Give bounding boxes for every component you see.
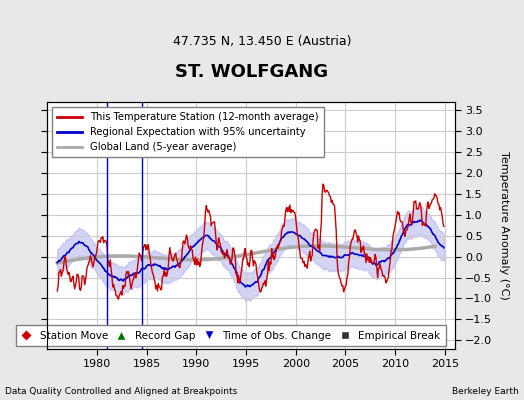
Text: 47.735 N, 13.450 E (Austria): 47.735 N, 13.450 E (Austria) [173, 36, 351, 48]
Text: Data Quality Controlled and Aligned at Breakpoints: Data Quality Controlled and Aligned at B… [5, 387, 237, 396]
Title: ST. WOLFGANG: ST. WOLFGANG [174, 63, 328, 81]
Text: Berkeley Earth: Berkeley Earth [452, 387, 519, 396]
Y-axis label: Temperature Anomaly (°C): Temperature Anomaly (°C) [499, 151, 509, 300]
Legend: Station Move, Record Gap, Time of Obs. Change, Empirical Break: Station Move, Record Gap, Time of Obs. C… [16, 326, 446, 346]
